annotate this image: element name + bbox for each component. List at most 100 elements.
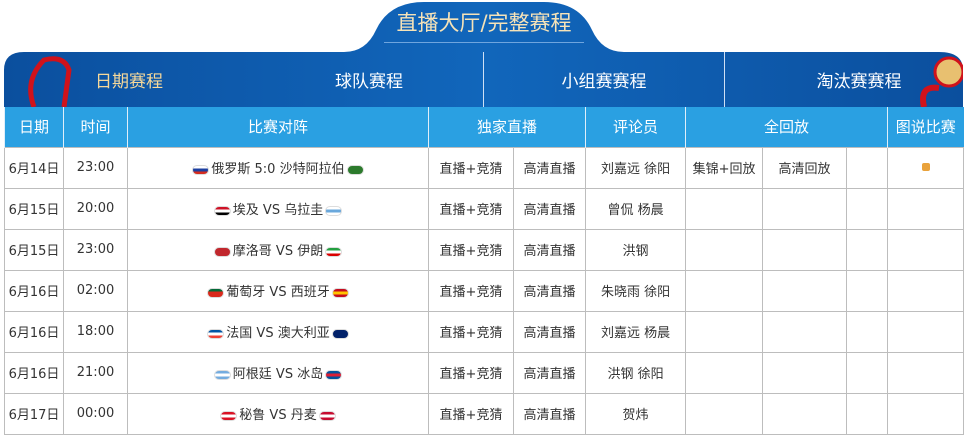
hd-live-link[interactable]: 高清直播: [512, 187, 587, 230]
match-pairing[interactable]: 阿根廷 VS 冰岛: [127, 351, 429, 394]
hd-replay-link[interactable]: [762, 392, 848, 435]
nav-knockout-schedule[interactable]: 淘汰赛赛程: [816, 72, 902, 92]
match-score: VS: [269, 285, 287, 300]
picture-story-cell[interactable]: [887, 392, 965, 435]
highlights-replay-link[interactable]: [685, 187, 764, 230]
match-date: 6月14日: [4, 146, 64, 189]
team-flag-icon: [220, 410, 238, 421]
away-team[interactable]: 乌拉圭: [284, 203, 324, 218]
match-score: VS: [256, 326, 274, 341]
match-pairing[interactable]: 埃及 VS 乌拉圭: [127, 187, 429, 230]
match-pairing[interactable]: 葡萄牙 VS 西班牙: [127, 269, 429, 312]
commentators: 洪钢: [585, 228, 687, 271]
home-team[interactable]: 阿根廷: [232, 367, 272, 382]
highlights-replay-link[interactable]: [685, 392, 764, 435]
live-guess-link[interactable]: 直播+竞猜: [428, 269, 514, 312]
table-row: 6月16日 21:00 阿根廷 VS 冰岛 直播+竞猜 高清直播 洪钢 徐阳: [4, 351, 965, 394]
live-guess-link[interactable]: 直播+竞猜: [428, 310, 514, 353]
live-guess-link[interactable]: 直播+竞猜: [428, 146, 514, 189]
team-flag-icon: [331, 328, 349, 339]
highlights-replay-link[interactable]: [685, 351, 764, 394]
match-pairing[interactable]: 摩洛哥 VS 伊朗: [127, 228, 429, 271]
hd-replay-link[interactable]: 高清回放: [762, 146, 848, 189]
nav-group-schedule[interactable]: 小组赛赛程: [561, 72, 647, 92]
team-flag-icon: [325, 369, 343, 380]
commentators: 洪钢 徐阳: [585, 351, 687, 394]
highlights-replay-link[interactable]: [685, 310, 764, 353]
empty-cell: [846, 392, 889, 435]
table-row: 6月14日 23:00 俄罗斯 5:0 沙特阿拉伯 直播+竞猜 高清直播 刘嘉远…: [4, 146, 965, 189]
hd-live-link[interactable]: 高清直播: [512, 146, 587, 189]
live-guess-link[interactable]: 直播+竞猜: [428, 351, 514, 394]
hd-live-link[interactable]: 高清直播: [512, 228, 587, 271]
header-match: 比赛对阵: [127, 107, 429, 147]
match-time: 02:00: [63, 269, 128, 312]
hd-replay-link[interactable]: [762, 228, 848, 271]
hd-replay-link[interactable]: [762, 187, 848, 230]
away-team[interactable]: 西班牙: [290, 285, 330, 300]
commentators: 刘嘉远 杨晨: [585, 310, 687, 353]
match-score: VS: [275, 367, 294, 382]
match-date: 6月15日: [4, 187, 64, 230]
live-guess-link[interactable]: 直播+竞猜: [428, 228, 514, 271]
hd-live-link[interactable]: 高清直播: [512, 392, 587, 435]
home-team[interactable]: 摩洛哥: [232, 244, 272, 259]
picture-icon[interactable]: [921, 163, 930, 171]
match-time: 18:00: [63, 310, 128, 353]
table-row: 6月16日 18:00 法国 VS 澳大利亚 直播+竞猜 高清直播 刘嘉远 杨晨: [4, 310, 965, 353]
match-time: 20:00: [63, 187, 128, 230]
highlights-replay-link[interactable]: [685, 228, 764, 271]
hd-live-link[interactable]: 高清直播: [512, 269, 587, 312]
hd-replay-link[interactable]: [762, 310, 848, 353]
picture-story-cell[interactable]: [887, 310, 965, 353]
match-score: VS: [269, 408, 287, 423]
home-team[interactable]: 埃及: [232, 203, 259, 218]
home-team[interactable]: 法国: [226, 326, 253, 341]
empty-cell: [846, 269, 889, 312]
highlights-replay-link[interactable]: [685, 269, 764, 312]
live-guess-link[interactable]: 直播+竞猜: [428, 187, 514, 230]
schedule-banner: 直播大厅/完整赛程 日期赛程 球队赛程 小组赛赛程 淘汰赛赛程: [4, 0, 963, 107]
table-row: 6月17日 00:00 秘鲁 VS 丹麦 直播+竞猜 高清直播 贺炜: [4, 392, 965, 435]
picture-story-cell[interactable]: [887, 228, 965, 271]
hd-live-link[interactable]: 高清直播: [512, 351, 587, 394]
team-flag-icon: [325, 246, 343, 257]
team-flag-icon: [213, 205, 231, 216]
home-team[interactable]: 秘鲁: [239, 408, 266, 423]
live-guess-link[interactable]: 直播+竞猜: [428, 392, 514, 435]
picture-story-cell[interactable]: [887, 187, 965, 230]
away-team[interactable]: 沙特阿拉伯: [279, 162, 345, 177]
match-time: 23:00: [63, 146, 128, 189]
home-team[interactable]: 俄罗斯: [211, 162, 251, 177]
away-team[interactable]: 伊朗: [297, 244, 324, 259]
commentators: 曾侃 杨晨: [585, 187, 687, 230]
match-date: 6月15日: [4, 228, 64, 271]
home-team[interactable]: 葡萄牙: [226, 285, 266, 300]
team-flag-icon: [213, 246, 231, 257]
hd-live-link[interactable]: 高清直播: [512, 310, 587, 353]
nav-team-schedule[interactable]: 球队赛程: [335, 72, 403, 92]
header-exclusive-live: 独家直播: [427, 107, 586, 147]
highlights-replay-link[interactable]: 集锦+回放: [685, 146, 764, 189]
commentators: 贺炜: [585, 392, 687, 435]
commentators: 刘嘉远 徐阳: [585, 146, 687, 189]
hd-replay-link[interactable]: [762, 351, 848, 394]
nav-date-schedule[interactable]: 日期赛程: [95, 72, 163, 92]
match-pairing[interactable]: 俄罗斯 5:0 沙特阿拉伯: [127, 146, 429, 189]
away-team[interactable]: 丹麦: [290, 408, 317, 423]
match-pairing[interactable]: 法国 VS 澳大利亚: [127, 310, 429, 353]
hd-replay-link[interactable]: [762, 269, 848, 312]
away-team[interactable]: 澳大利亚: [277, 326, 330, 341]
picture-story-cell[interactable]: [887, 269, 965, 312]
commentators: 朱晓雨 徐阳: [585, 269, 687, 312]
match-time: 23:00: [63, 228, 128, 271]
match-score: VS: [262, 203, 281, 218]
picture-story-cell[interactable]: [887, 351, 965, 394]
header-full-replay: 全回放: [685, 107, 888, 147]
match-date: 6月16日: [4, 310, 64, 353]
picture-story-cell[interactable]: [887, 146, 965, 189]
team-flag-icon: [346, 164, 364, 175]
away-team[interactable]: 冰岛: [297, 367, 324, 382]
nav-divider: [724, 52, 725, 107]
match-pairing[interactable]: 秘鲁 VS 丹麦: [127, 392, 429, 435]
